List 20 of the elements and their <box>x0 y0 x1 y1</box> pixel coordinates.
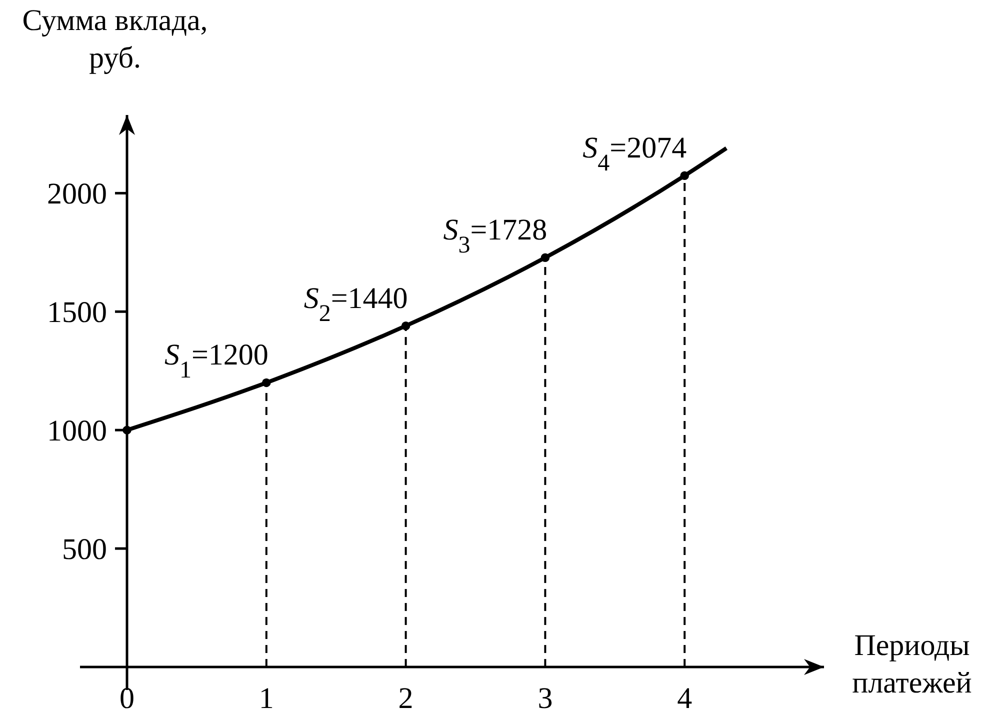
y-tick-label: 1000 <box>47 414 107 448</box>
x-tick-label: 3 <box>538 682 553 715</box>
x-tick-label: 1 <box>258 682 274 715</box>
y-tick-label: 2000 <box>47 178 107 211</box>
annotation: S$_{4}$=2074 <box>582 132 687 177</box>
point <box>680 171 689 180</box>
y-tick-label: 500 <box>62 533 107 566</box>
x-tick-label: 2 <box>398 682 414 715</box>
annotation: S$_{2}$=1440 <box>304 282 408 327</box>
x-tick-label: 4 <box>677 682 692 715</box>
point <box>122 426 132 434</box>
y-axis-title: Сумма вклада, руб. <box>22 4 208 74</box>
x-tick-label: 0 <box>120 682 134 715</box>
point <box>401 321 410 330</box>
x-axis-title: Периоды платежей <box>852 629 972 700</box>
annotation: S$_{1}$=1200 <box>164 338 268 384</box>
point <box>262 378 271 388</box>
y-tick-label: 1500 <box>47 296 107 330</box>
point <box>540 253 550 262</box>
annotation: S$_{3}$=1728 <box>443 214 548 259</box>
